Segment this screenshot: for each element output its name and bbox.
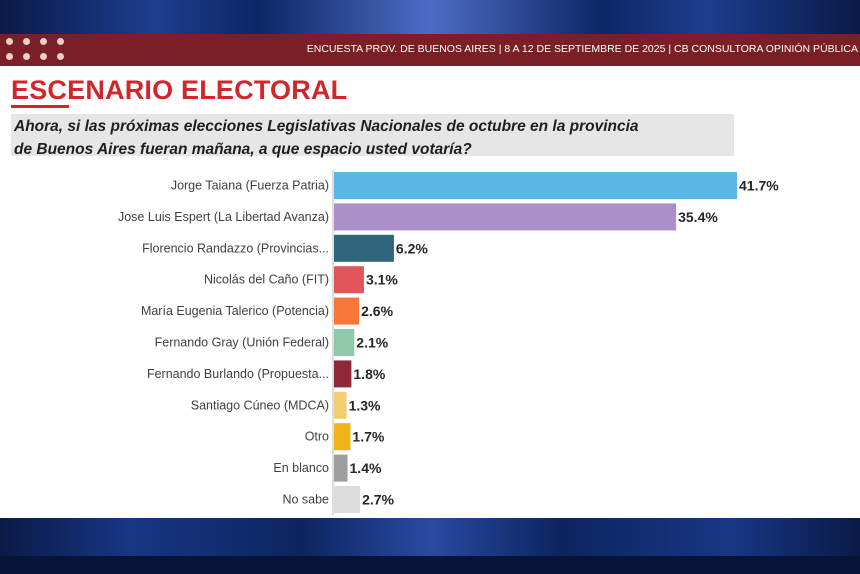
bar <box>334 266 364 294</box>
bar <box>334 297 360 325</box>
bar <box>334 203 677 231</box>
question-line-1: Ahora, si las próximas elecciones Legisl… <box>14 118 639 135</box>
bar-chart: Jorge Taiana (Fuerza Patria) 41.7% Jose Lu… <box>118 169 779 516</box>
bar <box>334 391 347 419</box>
category-label: Fernando Burlando (Propuesta... <box>147 367 329 381</box>
data-label: 2.1% <box>356 335 388 351</box>
category-label: Fernando Gray (Unión Federal) <box>155 336 329 350</box>
bar <box>334 329 355 356</box>
background-bottom <box>0 518 860 574</box>
bar <box>334 234 394 262</box>
bar <box>334 172 737 199</box>
data-label: 2.6% <box>361 303 393 319</box>
bar <box>334 423 351 451</box>
category-label: Otro <box>305 430 329 444</box>
category-label: No sabe <box>282 493 329 507</box>
category-label: En blanco <box>273 461 329 475</box>
data-label: 1.3% <box>349 397 381 413</box>
category-label: Nicolás del Caño (FIT) <box>204 273 329 287</box>
data-label: 2.7% <box>362 492 394 508</box>
header-bar: ENCUESTA PROV. DE BUENOS AIRES | 8 A 12 … <box>0 34 860 66</box>
category-label: Jorge Taiana (Fuerza Patria) <box>171 179 329 193</box>
data-label: 35.4% <box>678 209 718 225</box>
category-label: Jose Luis Espert (La Libertad Avanza) <box>118 210 329 224</box>
data-label: 1.7% <box>352 429 384 445</box>
data-label: 1.4% <box>350 460 382 476</box>
question-line-2: de Buenos Aires fueran mañana, a que esp… <box>14 141 472 158</box>
background-top <box>0 0 860 34</box>
data-label: 3.1% <box>366 272 398 288</box>
dots-decoration <box>6 38 70 64</box>
page-title: ESCENARIO ELECTORAL <box>11 75 348 105</box>
bar <box>334 486 361 513</box>
category-label: Florencio Randazzo (Provincias... <box>142 241 329 255</box>
bar <box>334 360 352 388</box>
question-box: Ahora, si las próximas elecciones Legisl… <box>11 114 734 158</box>
title-underline <box>11 105 69 108</box>
category-label: María Eugenia Talerico (Potencia) <box>141 304 329 318</box>
data-label: 6.2% <box>396 240 428 256</box>
data-label: 41.7% <box>739 178 779 194</box>
data-label: 1.8% <box>353 366 385 382</box>
slide-panel: ENCUESTA PROV. DE BUENOS AIRES | 8 A 12 … <box>0 34 860 518</box>
bar <box>334 454 348 482</box>
category-label: Santiago Cúneo (MDCA) <box>191 398 329 412</box>
survey-header-text: ENCUESTA PROV. DE BUENOS AIRES | 8 A 12 … <box>306 43 858 55</box>
